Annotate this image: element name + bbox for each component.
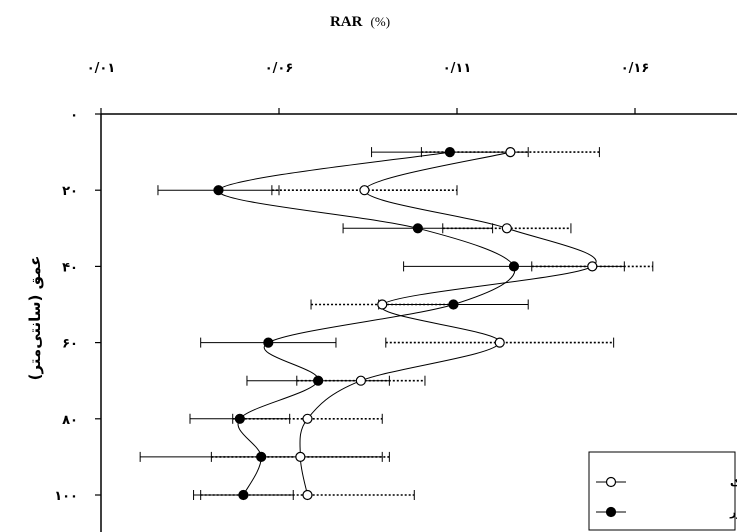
y-axis-label: عمق (سانتی‌متر)	[26, 256, 44, 381]
data-point-near	[377, 299, 388, 310]
data-point-far	[213, 185, 224, 196]
data-point-near	[494, 337, 505, 348]
series-line-far	[217, 151, 516, 496]
data-point-near	[355, 375, 366, 386]
data-point-near	[505, 147, 516, 158]
data-point-far	[444, 147, 455, 158]
chart-title: RAR (%)	[330, 11, 390, 30]
chart-title-main: RAR	[330, 14, 363, 30]
y-tick-label: ۴۰	[62, 260, 78, 275]
data-point-far	[234, 413, 245, 424]
error-bars	[139, 147, 654, 500]
legend-label: پروفیل نزدیک	[730, 476, 737, 489]
data-point-far	[263, 337, 274, 348]
x-tick-label: ۰/۱۱	[443, 61, 472, 76]
y-tick-label: ۶۰	[62, 337, 78, 352]
data-point-far	[256, 451, 267, 462]
data-point-near	[587, 261, 598, 272]
data-point-near	[359, 185, 370, 196]
data-point-far	[448, 299, 459, 310]
x-tick-label: ۰/۰۱	[87, 61, 116, 76]
data-point-near	[501, 223, 512, 234]
legend-label: پروفیل دور	[729, 506, 737, 519]
y-tick-label: ۰	[70, 108, 78, 123]
x-tick-label: ۰/۰۶	[265, 61, 294, 76]
legend-box	[588, 451, 736, 531]
data-point-far	[508, 261, 520, 272]
data-point-far	[412, 223, 423, 234]
data-point-far	[313, 375, 324, 386]
legend: پروفیل نزدیک پروفیل دور	[588, 451, 737, 531]
chart-title-unit: (%)	[371, 14, 391, 29]
legend-marker-near	[605, 476, 617, 488]
series-curves	[217, 151, 597, 496]
data-point-near	[295, 451, 306, 462]
y-tick-label: ۱۰۰	[54, 489, 78, 504]
data-point-far	[238, 489, 249, 501]
data-point-near	[302, 413, 313, 424]
y-tick-label: ۸۰	[62, 413, 78, 428]
axes: ۰/۰۱ ۰/۰۶ ۰/۱۱ ۰/۱۶ ۰ ۲۰ ۴۰ ۶۰ ۸۰ ۱۰۰	[54, 61, 737, 532]
legend-marker-far	[605, 506, 617, 518]
y-axis-label-group: عمق (سانتی‌متر)	[26, 256, 44, 381]
data-point-near	[302, 489, 313, 501]
y-tick-label: ۲۰	[62, 184, 78, 199]
series-line-near	[299, 151, 597, 496]
x-tick-label: ۰/۱۶	[621, 61, 650, 76]
data-markers	[213, 147, 598, 501]
